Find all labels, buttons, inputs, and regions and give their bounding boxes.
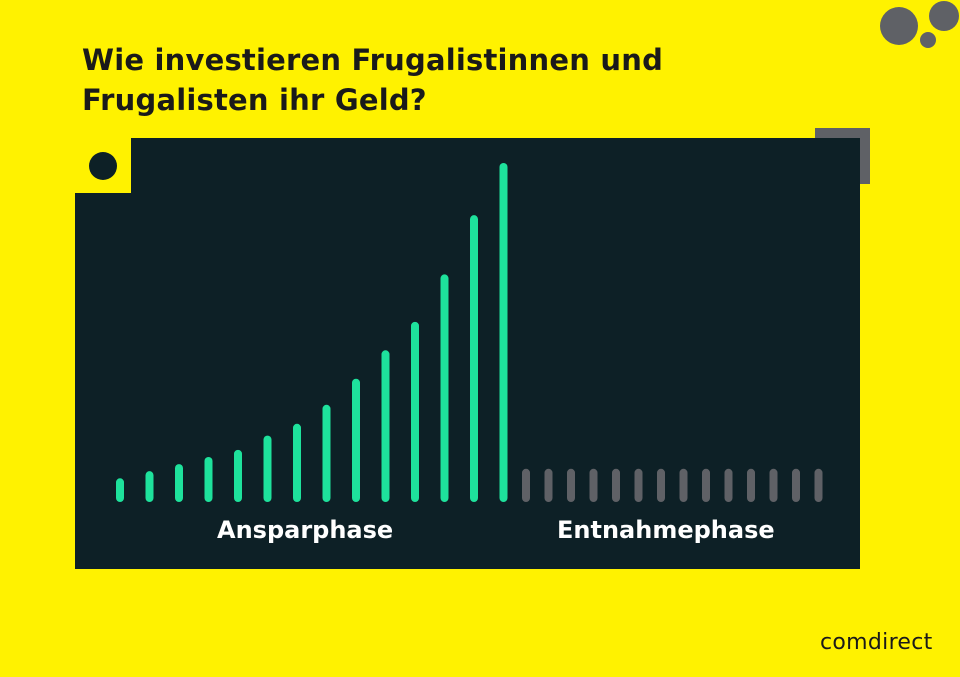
bar-saving: [263, 435, 272, 502]
bar-withdrawal: [769, 468, 778, 502]
phase-label-saving: Ansparphase: [217, 516, 394, 544]
bar-withdrawal: [544, 468, 553, 502]
bar-saving: [116, 478, 124, 502]
bar-withdrawal: [679, 468, 688, 502]
bar-withdrawal: [567, 468, 575, 502]
comdirect-logo: comdirect: [820, 630, 933, 655]
bar-withdrawal: [522, 468, 530, 502]
bar-saving: [440, 274, 449, 502]
bar-saving: [234, 449, 242, 502]
bar-saving: [175, 464, 183, 502]
bar-withdrawal: [747, 468, 755, 502]
bar-saving: [381, 350, 390, 502]
bar-withdrawal: [612, 468, 620, 502]
title-line-1: Wie investieren Frugalistinnen und: [82, 43, 664, 77]
chart: [116, 163, 823, 502]
bar-withdrawal: [702, 468, 710, 502]
decorative-dots-icon: [880, 1, 959, 48]
bar-saving: [411, 321, 419, 502]
bar-withdrawal: [792, 468, 800, 502]
title-line-2: Frugalisten ihr Geld?: [82, 83, 427, 117]
bar-withdrawal: [814, 468, 823, 502]
bar-withdrawal: [589, 468, 598, 502]
bar-saving: [322, 404, 331, 502]
bar-saving: [293, 423, 301, 502]
bar-withdrawal: [657, 468, 665, 502]
phase-label-withdrawal: Entnahmephase: [557, 516, 775, 544]
bar-saving: [204, 456, 213, 502]
bar-saving: [499, 163, 508, 502]
bar-withdrawal: [724, 468, 733, 502]
bar-saving: [352, 378, 360, 502]
bar-saving: [145, 471, 154, 502]
bar-saving: [470, 215, 478, 502]
page-title: Wie investieren Frugalistinnen und Fruga…: [82, 40, 722, 120]
bar-withdrawal: [634, 468, 643, 502]
panel-dot-icon: [89, 152, 117, 180]
